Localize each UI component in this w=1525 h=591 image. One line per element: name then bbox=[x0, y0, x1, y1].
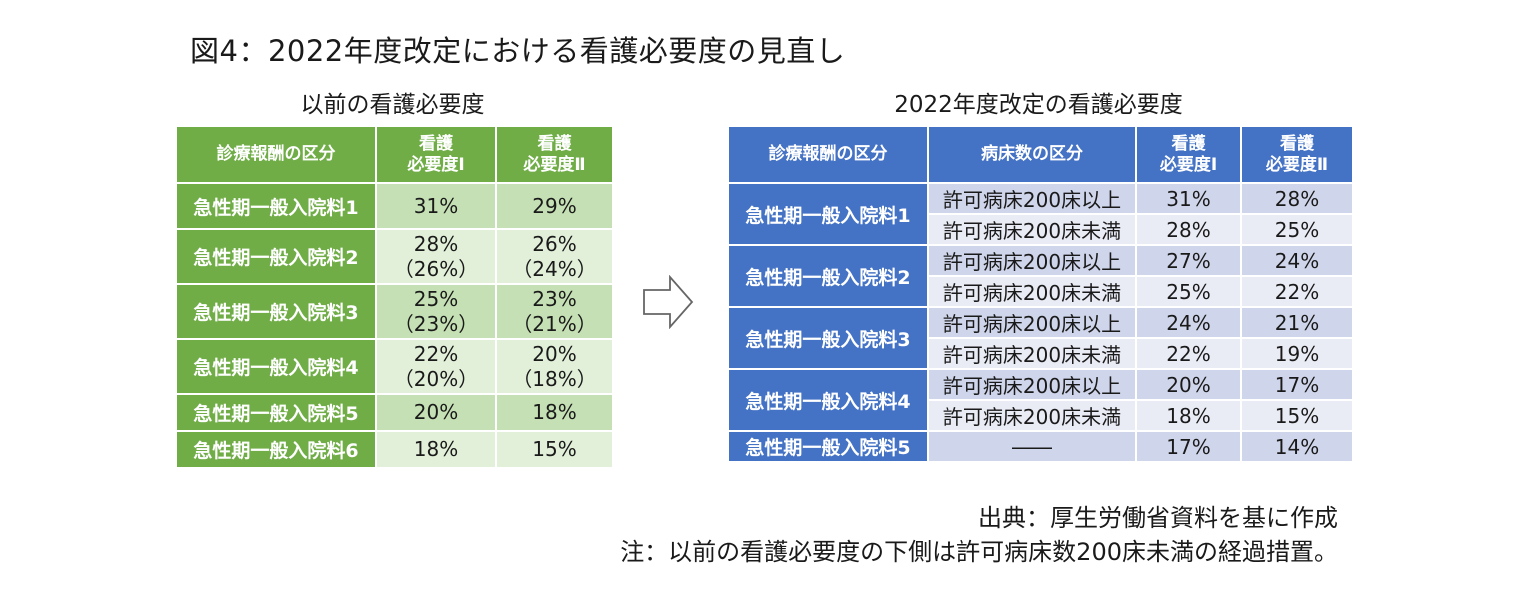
table-row: 許可病床200床未満 25% 22% bbox=[728, 275, 1354, 308]
nursing-2-value: 14% bbox=[1240, 430, 1354, 463]
table-row: 急性期一般入院料5 ―― 17% 14% bbox=[727, 430, 1354, 463]
header-nursing-1: 看護 必要度Ⅰ bbox=[1135, 125, 1242, 184]
nursing-1-value: 31% bbox=[375, 182, 497, 230]
table-row: 急性期一般入院料4 許可病床200床以上 20% 17% bbox=[727, 368, 1354, 432]
row-category: 急性期一般入院料6 bbox=[175, 430, 377, 469]
table-row: 許可病床200床未満 28% 25% bbox=[728, 213, 1354, 246]
nursing-1-value: 18% bbox=[375, 430, 497, 469]
row-category: 急性期一般入院料3 bbox=[727, 306, 929, 370]
left-table-subtitle: 以前の看護必要度 bbox=[300, 92, 485, 118]
row-category: 急性期一般入院料4 bbox=[727, 368, 929, 432]
header-nursing-2: 看護 必要度Ⅱ bbox=[1240, 125, 1354, 184]
nursing-1-value: 28% （26%） bbox=[375, 228, 497, 285]
nursing-2-value: 29% bbox=[495, 182, 614, 230]
nursing-2-value: 21% bbox=[1240, 306, 1354, 339]
previous-nursing-table: 診療報酬の区分 看護 必要度Ⅰ 看護 必要度Ⅱ 急性期一般入院料1 31% 29% 急… bbox=[175, 125, 614, 469]
table-row: 急性期一般入院料2 28% （26%） 26% （24%） bbox=[175, 228, 614, 285]
nursing-2-value: 22% bbox=[1240, 275, 1354, 308]
table-row: 急性期一般入院料6 18% 15% bbox=[175, 430, 614, 469]
table-header-row: 診療報酬の区分 看護 必要度Ⅰ 看護 必要度Ⅱ bbox=[175, 125, 614, 184]
nursing-2-value: 19% bbox=[1240, 337, 1354, 370]
right-table-subtitle: 2022年度改定の看護必要度 bbox=[894, 92, 1183, 118]
bed-count-value: 許可病床200床以上 bbox=[927, 182, 1137, 215]
nursing-1-value: 20% bbox=[1135, 368, 1242, 401]
table-header-row: 診療報酬の区分 病床数の区分 看護 必要度Ⅰ 看護 必要度Ⅱ bbox=[727, 125, 1354, 184]
figure-title: 図4：2022年度改定における看護必要度の見直し bbox=[190, 34, 846, 68]
row-category: 急性期一般入院料1 bbox=[727, 182, 929, 246]
table-row: 急性期一般入院料3 25% （23%） 23% （21%） bbox=[175, 283, 614, 340]
table-row: 急性期一般入院料1 31% 29% bbox=[175, 182, 614, 230]
bed-count-value: 許可病床200床以上 bbox=[927, 368, 1137, 401]
bed-count-value: 許可病床200床未満 bbox=[927, 337, 1137, 370]
nursing-1-value: 25% bbox=[1135, 275, 1242, 308]
nursing-1-value: 17% bbox=[1135, 430, 1242, 463]
header-bed-count: 病床数の区分 bbox=[927, 125, 1137, 184]
nursing-1-value: 20% bbox=[375, 393, 497, 432]
nursing-1-value: 24% bbox=[1135, 306, 1242, 339]
nursing-2-value: 23% （21%） bbox=[495, 283, 614, 340]
nursing-2-value: 25% bbox=[1240, 213, 1354, 246]
nursing-1-value: 18% bbox=[1135, 399, 1242, 432]
nursing-1-value: 22% bbox=[1135, 337, 1242, 370]
table-row: 急性期一般入院料4 22% （20%） 20% （18%） bbox=[175, 338, 614, 395]
nursing-2-value: 15% bbox=[495, 430, 614, 469]
source-note: 出典：厚生労働省資料を基に作成 bbox=[978, 504, 1338, 532]
nursing-1-value: 25% （23%） bbox=[375, 283, 497, 340]
table-row: 許可病床200床未満 22% 19% bbox=[728, 337, 1354, 370]
table-row: 急性期一般入院料1 許可病床200床以上 31% 28% bbox=[727, 182, 1354, 246]
header-category: 診療報酬の区分 bbox=[727, 125, 929, 184]
row-category: 急性期一般入院料3 bbox=[175, 283, 377, 340]
bed-count-value: 許可病床200床未満 bbox=[927, 275, 1137, 308]
bed-count-value: 許可病床200床未満 bbox=[927, 399, 1137, 432]
nursing-2-value: 24% bbox=[1240, 244, 1354, 277]
header-category: 診療報酬の区分 bbox=[175, 125, 377, 184]
row-category: 急性期一般入院料5 bbox=[727, 430, 929, 463]
right-arrow-icon bbox=[643, 275, 694, 329]
row-category: 急性期一般入院料4 bbox=[175, 338, 377, 395]
bed-count-value: ―― bbox=[927, 430, 1137, 463]
nursing-2-value: 18% bbox=[495, 393, 614, 432]
bed-count-value: 許可病床200床以上 bbox=[927, 244, 1137, 277]
table-row: 急性期一般入院料5 20% 18% bbox=[175, 393, 614, 432]
nursing-1-value: 31% bbox=[1135, 182, 1242, 215]
header-nursing-1: 看護 必要度Ⅰ bbox=[375, 125, 497, 184]
bed-count-value: 許可病床200床以上 bbox=[927, 306, 1137, 339]
header-nursing-2: 看護 必要度Ⅱ bbox=[495, 125, 614, 184]
table-row: 許可病床200床未満 18% 15% bbox=[728, 399, 1354, 432]
footnote: 注：以前の看護必要度の下側は許可病床数200床未満の経過措置。 bbox=[620, 538, 1338, 566]
nursing-2-value: 28% bbox=[1240, 182, 1354, 215]
nursing-2-value: 17% bbox=[1240, 368, 1354, 401]
nursing-1-value: 27% bbox=[1135, 244, 1242, 277]
nursing-1-value: 22% （20%） bbox=[375, 338, 497, 395]
nursing-2-value: 26% （24%） bbox=[495, 228, 614, 285]
row-category: 急性期一般入院料2 bbox=[727, 244, 929, 308]
row-category: 急性期一般入院料5 bbox=[175, 393, 377, 432]
table-row: 急性期一般入院料2 許可病床200床以上 27% 24% bbox=[727, 244, 1354, 308]
nursing-2-value: 20% （18%） bbox=[495, 338, 614, 395]
row-category: 急性期一般入院料2 bbox=[175, 228, 377, 285]
bed-count-value: 許可病床200床未満 bbox=[927, 213, 1137, 246]
nursing-2-value: 15% bbox=[1240, 399, 1354, 432]
nursing-1-value: 28% bbox=[1135, 213, 1242, 246]
row-category: 急性期一般入院料1 bbox=[175, 182, 377, 230]
revised-nursing-table: 診療報酬の区分 病床数の区分 看護 必要度Ⅰ 看護 必要度Ⅱ 急性期一般入院料1… bbox=[727, 125, 1354, 463]
table-row: 急性期一般入院料3 許可病床200床以上 24% 21% bbox=[727, 306, 1354, 370]
